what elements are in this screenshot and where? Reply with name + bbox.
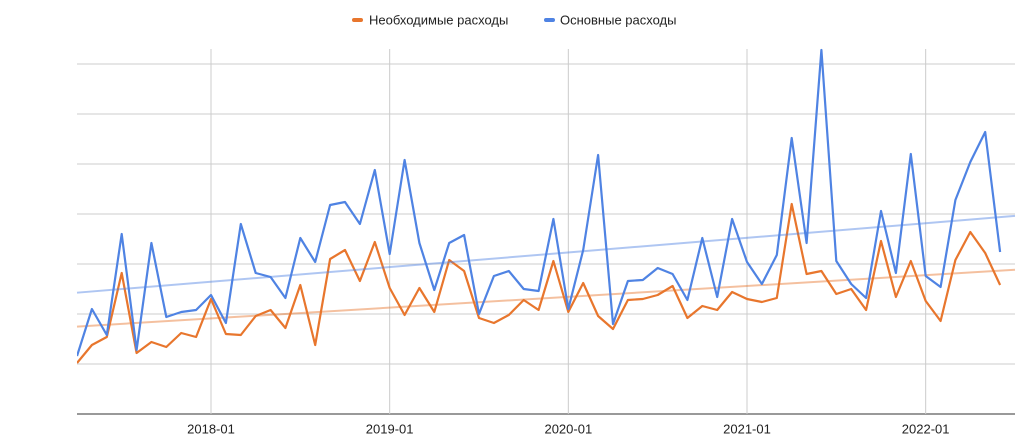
- legend-swatch: [544, 18, 555, 22]
- legend-label: Необходимые расходы: [369, 12, 508, 27]
- trendline: [76, 268, 1016, 328]
- x-tick-label: 2022-01: [902, 421, 950, 436]
- legend-label: Основные расходы: [560, 12, 676, 27]
- x-tick-label: 2020-01: [544, 421, 592, 436]
- x-tick-label: 2019-01: [366, 421, 414, 436]
- x-tick-label: 2021-01: [723, 421, 771, 436]
- x-tick-label: 2018-01: [187, 421, 235, 436]
- series-line: [77, 48, 1002, 357]
- series-line: [77, 202, 1002, 364]
- legend-swatch: [352, 18, 363, 22]
